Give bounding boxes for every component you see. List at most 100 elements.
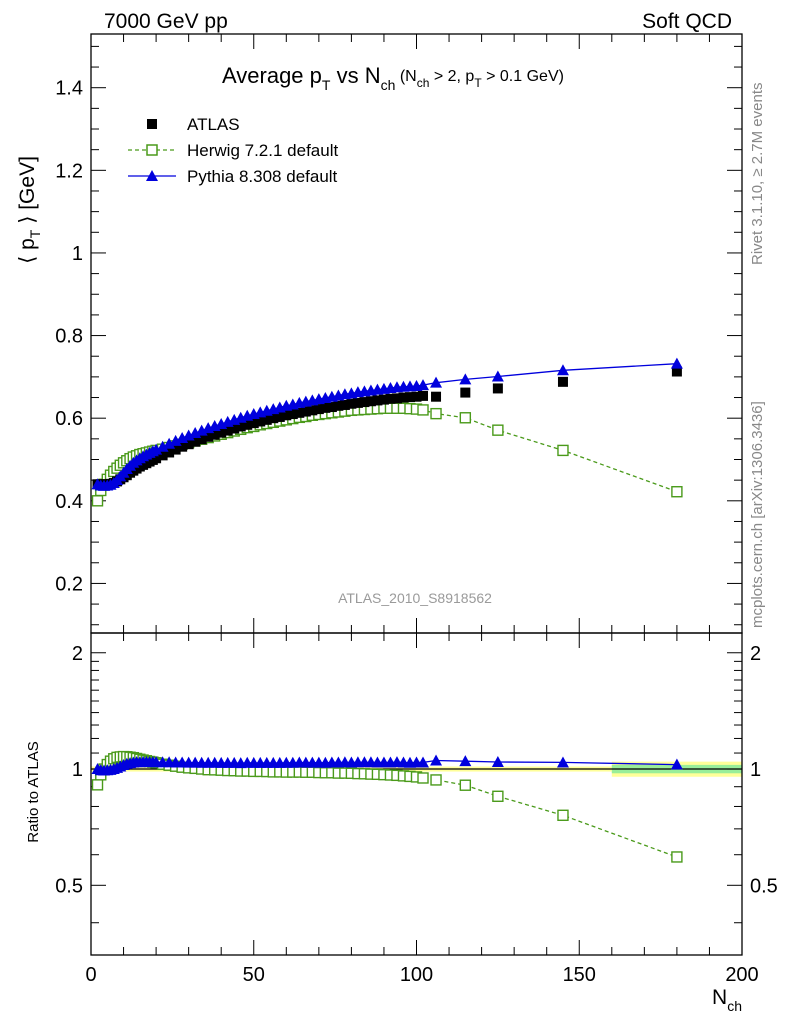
main-title-part-1: Average p [222,63,322,88]
y-tick-label: 0.8 [55,326,83,348]
y-tick-label: 1 [72,243,83,265]
main-series [91,357,683,507]
main-title-sub-1: T [322,77,331,93]
y-tick-label: 1.2 [55,160,83,182]
main-point-atlas [255,416,266,427]
main-title-part-5: > 0.1 GeV) [482,68,564,85]
ratio-y-tick-label: 1 [72,759,83,781]
main-point-pythia [670,357,683,369]
main-point-atlas [222,425,233,436]
y-tick-label: 0.6 [55,408,83,430]
ratio-series [91,750,683,863]
main-point-atlas [281,410,292,421]
main-point-atlas [404,392,415,403]
main-point-pythia [459,373,472,385]
main-point-atlas [378,394,389,405]
ratio-y-tick-label-right: 2 [750,643,761,665]
legend-label-atlas: ATLAS [187,115,240,134]
main-point-atlas [151,453,162,464]
ratio-point-herwig [459,779,472,791]
ratio-y-tick-label: 2 [72,643,83,665]
main-point-atlas [287,409,298,420]
main-point-atlas [333,400,344,411]
main-y-label-post: ⟩ [GeV] [16,156,39,230]
main-point-atlas [196,434,207,445]
main-point-atlas [398,392,409,403]
ratio-point-pythia [459,755,472,767]
legend-entry-atlas: ATLAS [147,115,240,134]
header-left: 7000 GeV pp [104,10,228,33]
main-point-atlas [177,441,188,452]
x-label-sub: ch [727,998,742,1014]
main-panel: 0.20.40.60.811.21.4 Average pT vs Nch (N… [16,33,743,634]
y-tick-label: 0.4 [55,491,83,513]
main-title-part-4: > 2, p [429,68,474,85]
main-y-label-sub: T [27,229,43,238]
ratio-plot-frame [90,632,743,956]
main-point-atlas [300,406,311,417]
x-label-pre: N [712,986,727,1009]
ratio-point-herwig [430,774,442,786]
main-point-atlas [242,419,253,430]
ratio-panel: 0.5 0.5 1 1 2 2 0 50 100 150 200 Ratio to ATLAS Nc… [25,632,778,1014]
main-point-atlas [248,418,259,429]
main-point-atlas [411,391,422,402]
main-title-sub-2: ch [381,77,396,93]
ratio-axis-ticks: 0.5 0.5 1 1 2 2 0 50 100 150 200 [55,633,778,986]
main-point-pythia [417,379,430,391]
legend: ATLAS Herwig 7.2.1 default Pythia 8.308 … [128,115,338,186]
main-point-pythia [556,364,569,376]
main-point-pythia [156,440,169,452]
ratio-point-pythia [417,756,430,768]
ratio-point-pythia [670,758,683,770]
main-point-atlas [460,387,471,398]
main-point-atlas [320,402,331,413]
ratio-point-herwig [557,809,569,821]
main-point-atlas [190,436,201,447]
main-point-herwig [417,404,429,416]
main-point-atlas [216,427,227,438]
y-tick-label: 1.4 [55,78,83,100]
side-text-bottom: mcplots.cern.ch [arXiv:1306.3436] [749,401,766,628]
main-point-pythia [430,376,443,388]
main-point-atlas [164,447,175,458]
main-point-pythia [169,434,182,446]
main-y-label-pre: ⟨ p [16,238,39,264]
ratio-y-tick-label: 0.5 [55,875,83,897]
main-title-part-3: (N [395,68,416,85]
legend-marker-atlas [147,119,157,129]
main-point-atlas [274,411,285,422]
main-title-part-2: vs N [330,63,380,88]
main-point-herwig [671,486,683,498]
legend-entry-pythia: Pythia 8.308 default [128,167,338,186]
ratio-y-tick-label-right: 1 [750,759,761,781]
main-title: Average pT vs Nch (Nch > 2, pT > 0.1 GeV… [222,63,564,93]
main-point-atlas [671,366,682,377]
main-y-axis-label: ⟨ pT ⟩ [GeV] [16,156,43,264]
x-tick-label: 0 [85,964,96,986]
main-point-pythia [150,443,163,455]
main-point-atlas [391,393,402,404]
main-point-atlas [346,398,357,409]
main-point-atlas [385,393,396,404]
x-axis-label: Nch [712,986,742,1014]
main-point-atlas [557,376,568,387]
legend-entry-herwig: Herwig 7.2.1 default [128,141,338,160]
main-point-herwig [91,495,104,507]
ratio-point-pythia [430,754,443,766]
main-point-atlas [235,421,246,432]
main-point-atlas [492,383,503,394]
side-text-top: Rivet 3.1.10, ≥ 2.7M events [749,83,766,266]
ratio-point-herwig [671,851,683,863]
legend-label-pythia: Pythia 8.308 default [187,167,338,186]
main-point-atlas [307,405,318,416]
ratio-y-axis-label: Ratio to ATLAS [25,741,42,842]
x-tick-label: 50 [243,964,265,986]
main-point-atlas [209,429,220,440]
ratio-y-tick-label-right: 0.5 [750,875,778,897]
main-point-atlas [372,395,383,406]
ratio-point-herwig [492,790,504,802]
main-point-atlas [339,399,350,410]
ratio-point-pythia [491,755,504,767]
